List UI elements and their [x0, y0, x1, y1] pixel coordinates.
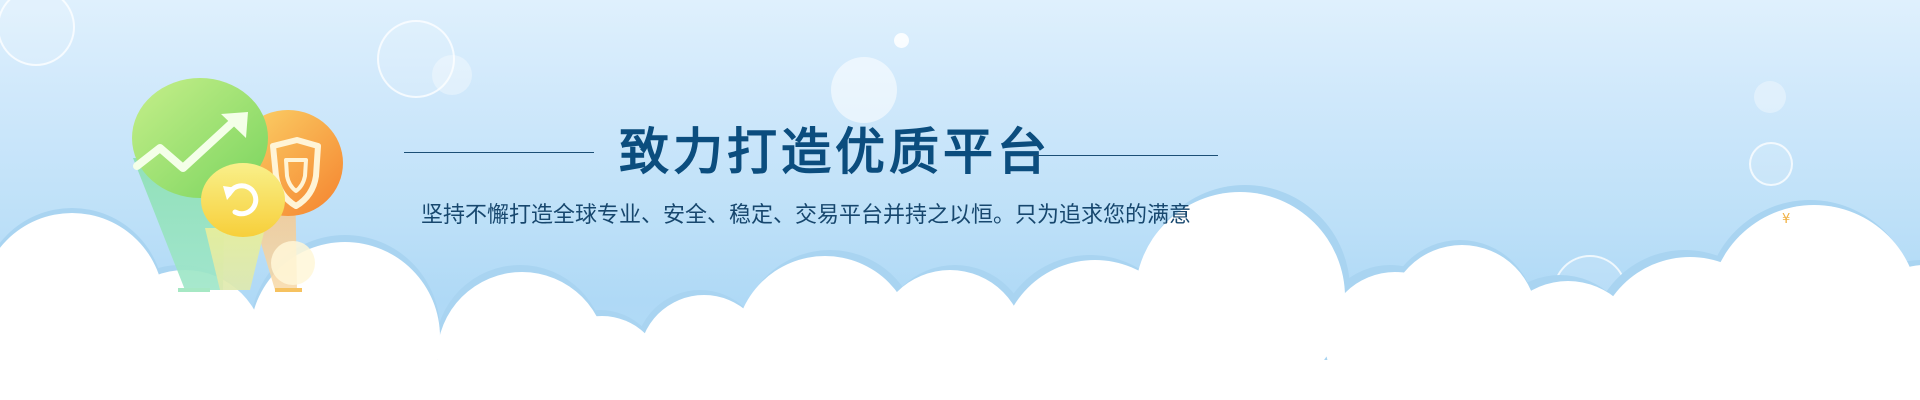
balloons-illustration	[132, 78, 343, 292]
bubble-decoration	[894, 33, 909, 48]
yellow-balloon	[201, 163, 285, 237]
title-row: 致力打造优质平台	[404, 120, 1218, 184]
bubble-decoration	[0, 0, 75, 66]
refresh-icon	[226, 183, 259, 217]
coin-icon: ¥	[1782, 212, 1791, 227]
page-subtitle: 坚持不懈打造全球专业、安全、稳定、交易平台并持之以恒。只为追求您的满意	[421, 203, 1192, 228]
title-divider-right	[1032, 155, 1218, 156]
bubble-decoration	[377, 20, 455, 98]
bubble-decoration	[1749, 142, 1793, 186]
bubble-decoration	[432, 55, 472, 95]
bubble-decoration	[831, 57, 897, 123]
bubble-decoration	[1754, 81, 1786, 113]
arrow-head-icon	[221, 112, 248, 138]
trend-arrow-icon	[133, 118, 237, 172]
title-divider-left	[404, 152, 594, 153]
page-title: 致力打造优质平台	[619, 123, 1051, 181]
